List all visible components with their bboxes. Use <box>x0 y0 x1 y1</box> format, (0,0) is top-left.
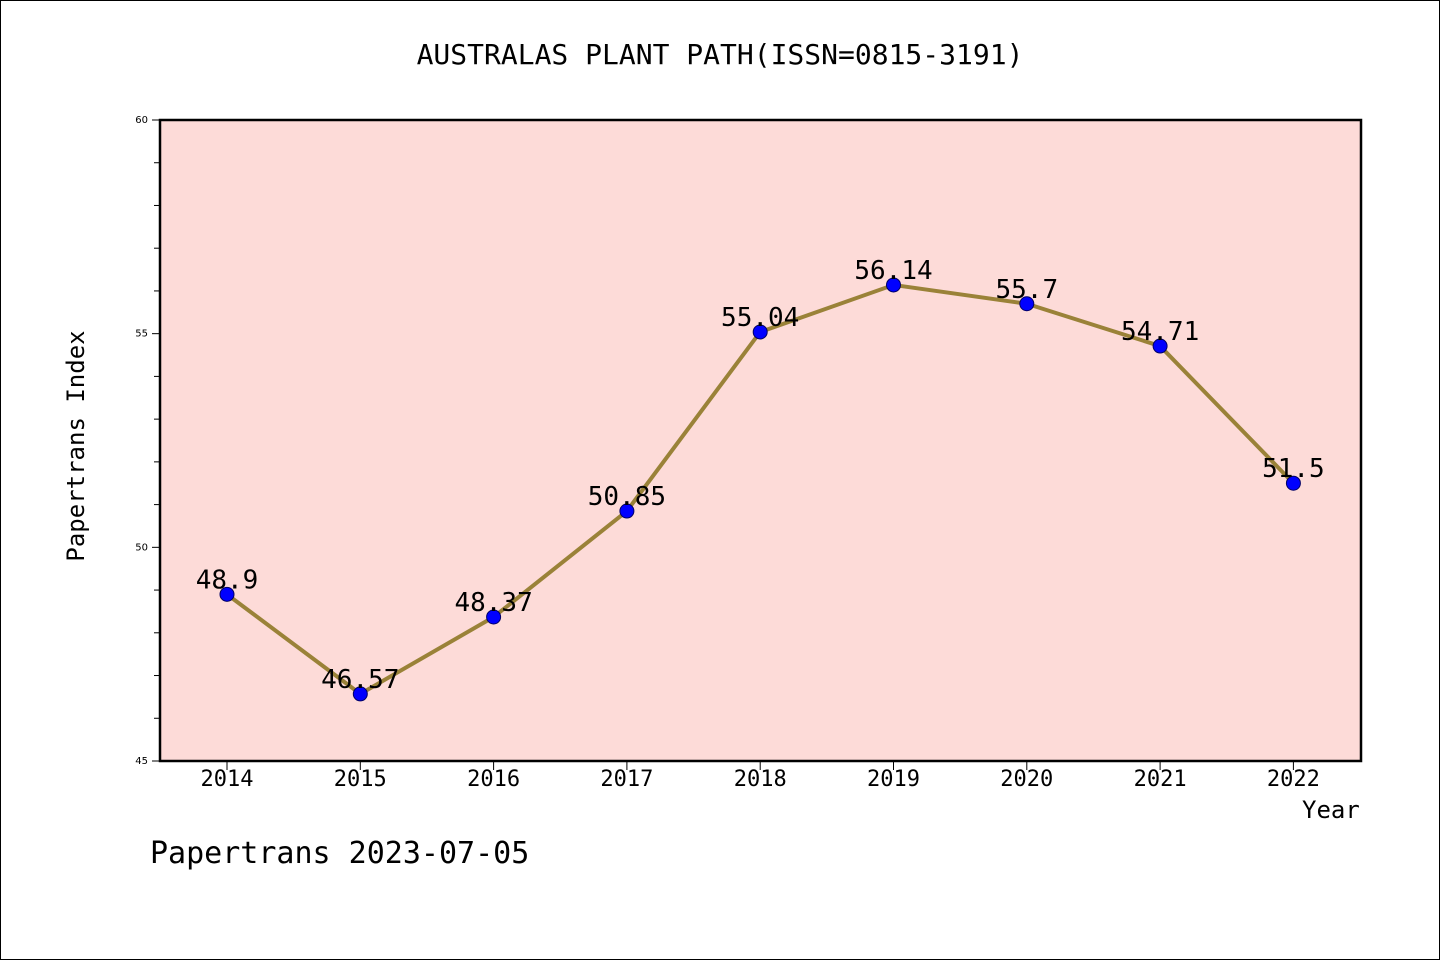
data-point <box>752 324 768 340</box>
data-label: 50.85 <box>588 482 666 512</box>
data-point <box>1285 475 1301 491</box>
data-point <box>619 503 635 519</box>
footer-text: Papertrans 2023-07-05 <box>150 836 530 871</box>
plot-border <box>158 118 1363 763</box>
data-label: 51.5 <box>1262 454 1325 484</box>
data-label: 56.14 <box>854 256 932 286</box>
x-tick-label: 2017 <box>600 767 653 792</box>
data-point <box>486 609 502 625</box>
x-axis-label: Year <box>1302 796 1360 824</box>
y-axis-label: Papertrans Index <box>62 330 90 562</box>
data-point <box>886 277 901 293</box>
data-point <box>1152 338 1168 354</box>
x-tick-label: 2022 <box>1267 767 1320 792</box>
x-tick-label: 2021 <box>1134 767 1187 792</box>
y-tick-label: 55 <box>135 329 148 340</box>
plot-area <box>160 120 1361 761</box>
y-tick-label: 60 <box>135 115 148 126</box>
x-tick-label: 2015 <box>334 767 387 792</box>
chart-title: AUSTRALAS PLANT PATH(ISSN=0815-3191) <box>416 38 1024 71</box>
data-label: 48.37 <box>454 588 532 618</box>
y-tick-label: 45 <box>135 756 148 767</box>
data-point <box>352 686 368 702</box>
data-point <box>219 586 235 602</box>
x-tick-label: 2016 <box>467 767 520 792</box>
y-tick-label: 50 <box>135 542 148 553</box>
data-point <box>1019 296 1035 312</box>
x-tick-label: 2018 <box>734 767 787 792</box>
x-tick-label: 2019 <box>867 767 920 792</box>
data-label: 54.71 <box>1121 317 1199 347</box>
x-tick-label: 2020 <box>1000 767 1053 792</box>
x-tick-label: 2014 <box>201 767 254 792</box>
data-label: 46.57 <box>321 665 399 695</box>
data-label: 48.9 <box>196 565 259 595</box>
data-label: 55.04 <box>721 303 799 333</box>
data-label: 55.7 <box>995 275 1058 305</box>
